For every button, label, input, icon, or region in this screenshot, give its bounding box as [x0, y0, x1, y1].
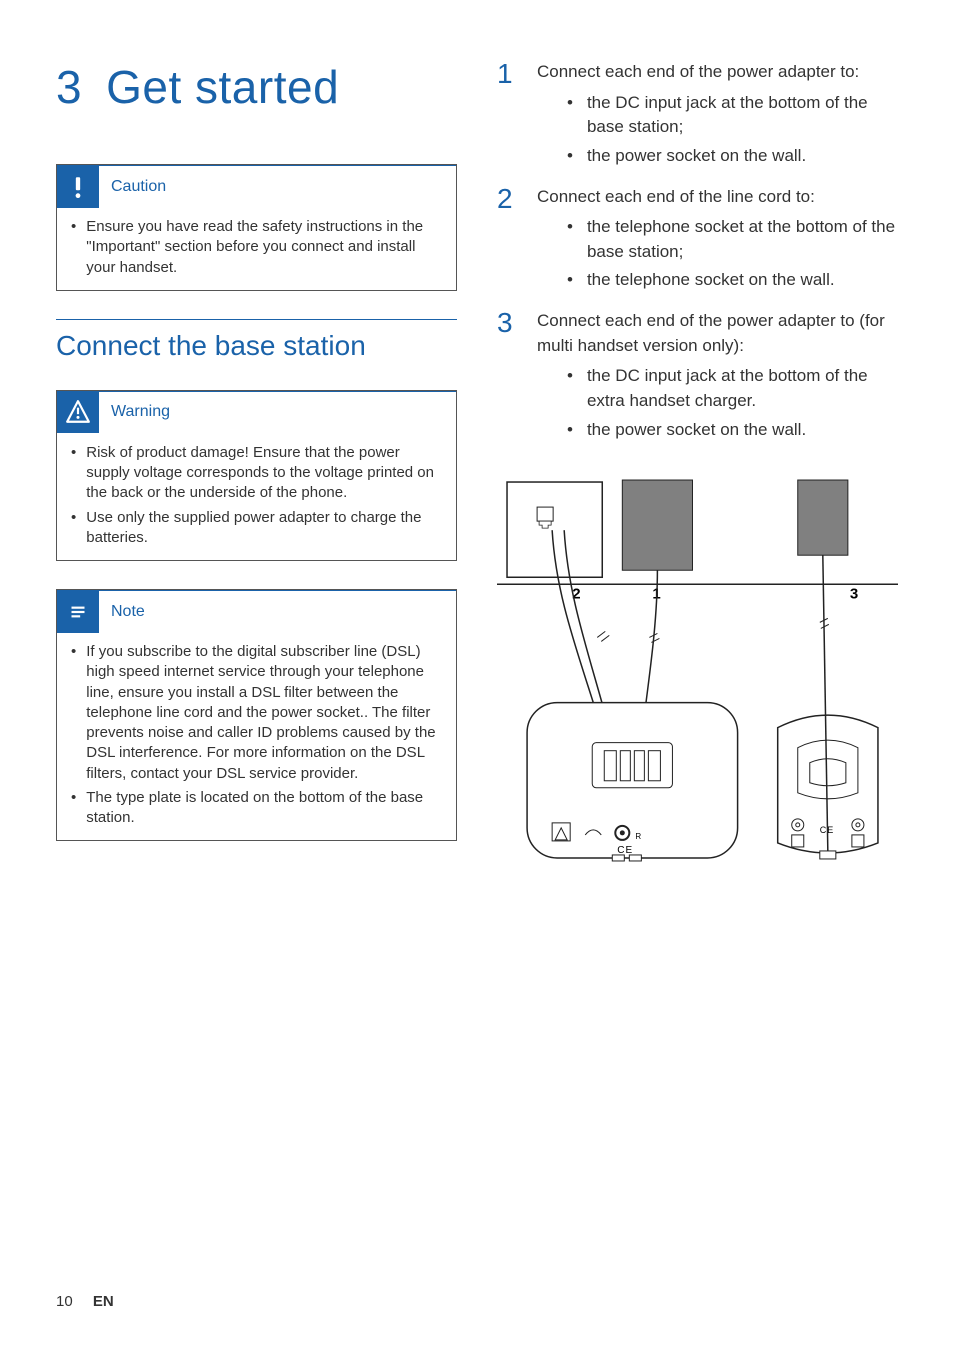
sub-item: the telephone socket on the wall.	[567, 268, 898, 293]
step-sublist: the DC input jack at the bottom of the e…	[567, 364, 898, 442]
step-2: 2 Connect each end of the line cord to: …	[497, 185, 898, 304]
left-column: 3 Get started Caution Ensure you have rea…	[56, 60, 457, 878]
power-adapter-extra	[798, 480, 848, 555]
warning-body: Risk of product damage! Ensure that the …	[69, 443, 444, 548]
warning-item: Use only the supplied power adapter to c…	[69, 508, 444, 549]
caution-header: Caution	[57, 165, 456, 207]
warning-icon	[57, 391, 99, 433]
base-station: R CE	[527, 703, 738, 861]
manual-page: 3 Get started Caution Ensure you have rea…	[0, 0, 954, 1350]
two-column-layout: 3 Get started Caution Ensure you have rea…	[56, 60, 898, 878]
step-3: 3 Connect each end of the power adapter …	[497, 309, 898, 452]
chapter-number: 3	[56, 61, 82, 113]
step-text: Connect each end of the line cord to:	[537, 187, 815, 206]
power-adapter-main	[622, 480, 692, 570]
caution-label: Caution	[111, 176, 166, 198]
step-number: 1	[497, 60, 519, 179]
warning-label: Warning	[111, 401, 170, 423]
step-number: 3	[497, 309, 519, 452]
wall-plate-phone	[507, 482, 602, 577]
page-number: 10	[56, 1293, 73, 1310]
caution-icon	[57, 166, 99, 208]
step-1: 1 Connect each end of the power adapter …	[497, 60, 898, 179]
step-number: 2	[497, 185, 519, 304]
note-label: Note	[111, 601, 145, 623]
step-sublist: the DC input jack at the bottom of the b…	[567, 91, 898, 169]
svg-text:CE: CE	[617, 845, 633, 856]
step-sublist: the telephone socket at the bottom of th…	[567, 215, 898, 293]
note-item: If you subscribe to the digital subscrib…	[69, 642, 444, 784]
sub-item: the telephone socket at the bottom of th…	[567, 215, 898, 264]
note-item: The type plate is located on the bottom …	[69, 788, 444, 829]
note-icon	[57, 591, 99, 633]
section-heading: Connect the base station	[56, 319, 457, 362]
caution-box: Caution Ensure you have read the safety …	[56, 164, 457, 291]
step-text: Connect each end of the power adapter to…	[537, 311, 885, 355]
note-box: Note If you subscribe to the digital sub…	[56, 589, 457, 841]
sub-item: the DC input jack at the bottom of the e…	[567, 364, 898, 413]
page-language: EN	[93, 1293, 114, 1310]
caution-body: Ensure you have read the safety instruct…	[69, 217, 444, 278]
right-column: 1 Connect each end of the power adapter …	[497, 60, 898, 878]
caution-item: Ensure you have read the safety instruct…	[69, 217, 444, 278]
sub-item: the DC input jack at the bottom of the b…	[567, 91, 898, 140]
sub-item: the power socket on the wall.	[567, 144, 898, 169]
diagram-svg: 1 2 3	[497, 472, 898, 873]
warning-item: Risk of product damage! Ensure that the …	[69, 443, 444, 504]
warning-box: Warning Risk of product damage! Ensure t…	[56, 390, 457, 561]
step-text: Connect each end of the power adapter to…	[537, 62, 859, 81]
diagram-label-3: 3	[850, 586, 858, 603]
connection-diagram: 1 2 3	[497, 472, 898, 878]
steps-list: 1 Connect each end of the power adapter …	[497, 60, 898, 452]
sub-item: the power socket on the wall.	[567, 418, 898, 443]
note-body: If you subscribe to the digital subscrib…	[69, 642, 444, 828]
chapter-heading: 3 Get started	[56, 60, 457, 114]
note-header: Note	[57, 590, 456, 632]
warning-header: Warning	[57, 391, 456, 433]
page-footer: 10 EN	[56, 1293, 114, 1310]
chapter-title-text: Get started	[106, 61, 339, 113]
svg-text:R: R	[635, 832, 641, 841]
